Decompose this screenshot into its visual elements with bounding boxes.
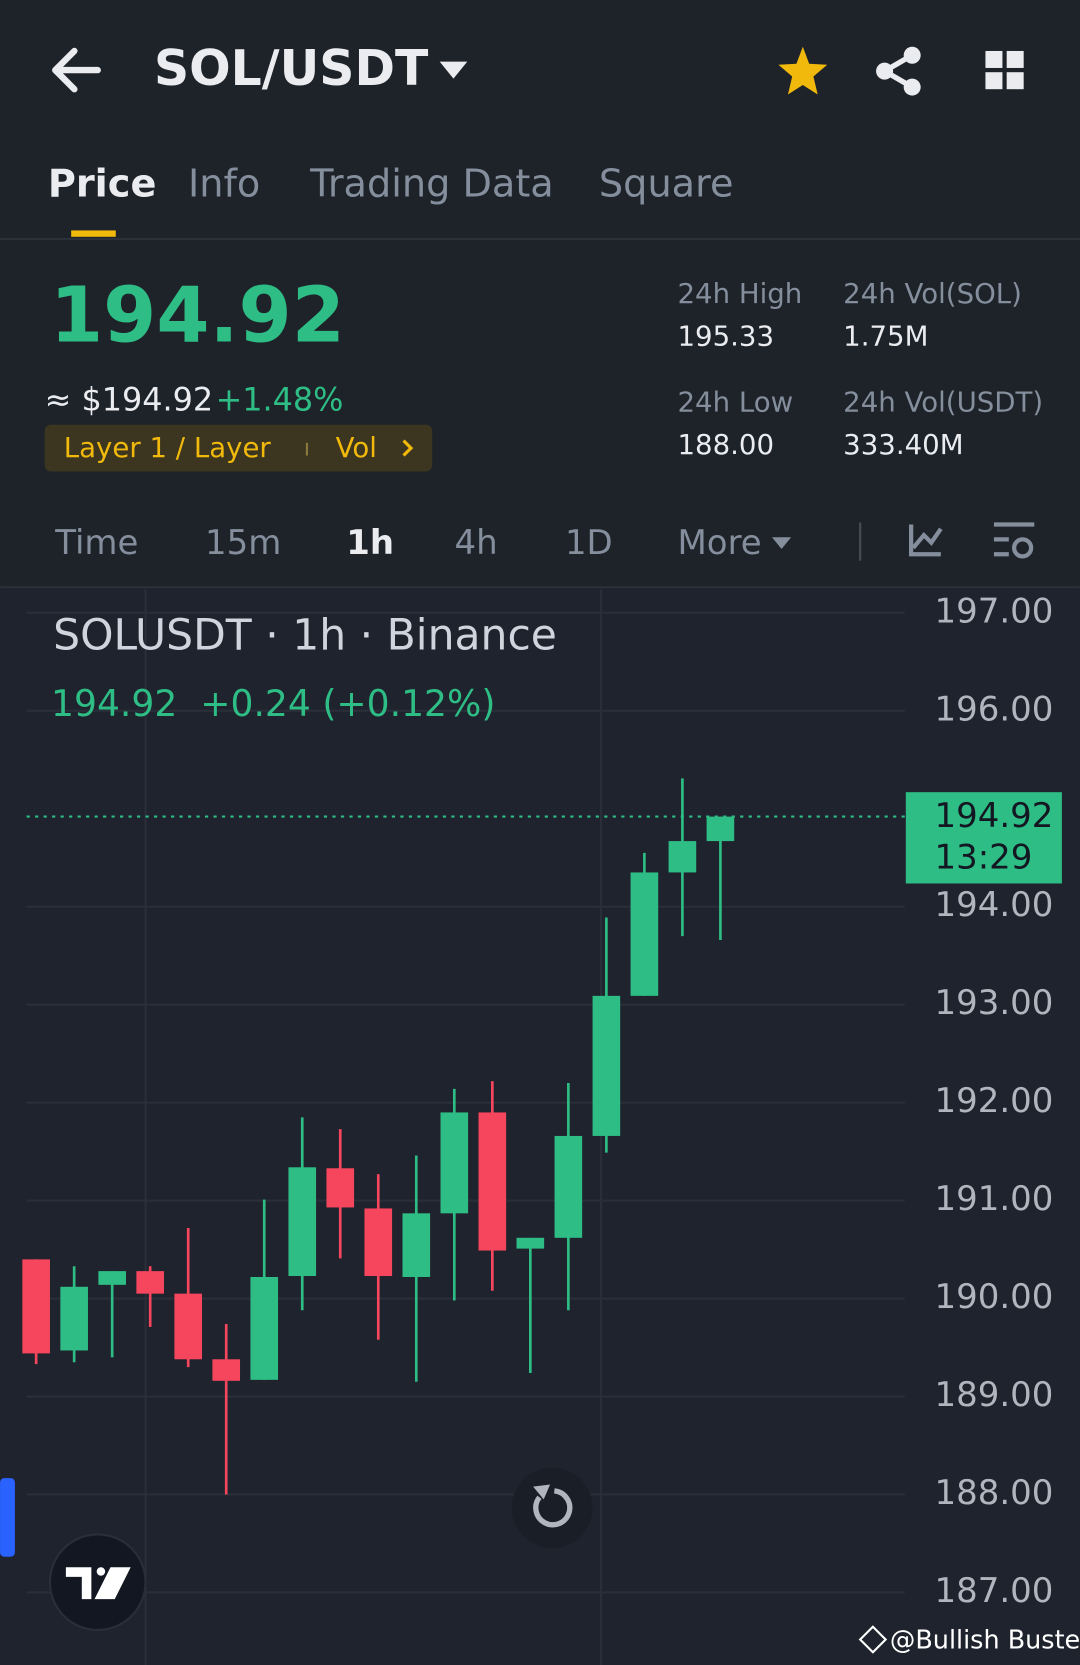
tag-arrow — [402, 439, 414, 457]
interval-tab[interactable]: More — [678, 523, 762, 563]
interval-tab[interactable]: 1h — [346, 523, 394, 563]
y-tick-label: 187.00 — [934, 1571, 1053, 1611]
watermark: @Bullish Buster — [890, 1626, 1080, 1656]
favorite-star[interactable] — [778, 46, 828, 95]
grid-menu[interactable] — [985, 50, 1024, 90]
y-tick-label: 188.00 — [934, 1473, 1053, 1513]
tradingview-logo[interactable] — [48, 1533, 147, 1632]
candle-body — [60, 1286, 88, 1351]
candle-body — [22, 1259, 50, 1354]
y-tick-label: 196.00 — [934, 689, 1053, 729]
indicator-icon[interactable] — [908, 524, 943, 557]
tab[interactable]: Info — [188, 162, 260, 206]
usd-price: ≈ $194.92 — [45, 380, 214, 418]
interval-tab[interactable]: 15m — [205, 523, 281, 563]
tag-box[interactable] — [44, 424, 433, 472]
back-button[interactable] — [52, 47, 101, 93]
candle-body — [98, 1271, 126, 1285]
stat-label: 24h Low — [678, 386, 794, 419]
pair-dropdown[interactable] — [439, 61, 468, 79]
chart-legend-subtitle: 194.92 +0.24 (+0.12%) — [51, 682, 495, 725]
tag-label[interactable]: Vol — [336, 431, 377, 464]
tab[interactable]: Price — [48, 162, 157, 206]
candle-body — [440, 1112, 469, 1214]
tab[interactable]: Trading Data — [309, 162, 554, 206]
candle-body — [478, 1112, 507, 1251]
interval-tab[interactable]: 4h — [455, 523, 498, 563]
last-price-box — [905, 792, 1062, 884]
pair-title[interactable]: SOL/USDT — [154, 40, 429, 97]
reset-button[interactable] — [511, 1467, 593, 1549]
last-price-label: 194.92 — [934, 796, 1053, 836]
share-button[interactable] — [876, 46, 921, 96]
tab-indicator — [71, 230, 116, 237]
y-tick-label: 189.00 — [934, 1375, 1053, 1415]
candle-body — [326, 1168, 355, 1208]
candle-body — [402, 1213, 431, 1277]
y-tick-label: 197.00 — [934, 591, 1053, 631]
stat-label: 24h Vol(SOL) — [843, 277, 1022, 310]
last-time-label: 13:29 — [934, 838, 1032, 878]
interval-tab[interactable]: Time — [54, 523, 138, 563]
interval-tab[interactable]: 1D — [565, 523, 613, 563]
y-tick-label: 192.00 — [934, 1081, 1053, 1121]
stat-value: 1.75M — [843, 320, 928, 353]
candle-body — [516, 1237, 545, 1249]
price-change: +1.48% — [216, 380, 344, 418]
last-price: 194.92 — [50, 272, 345, 361]
settings-icon[interactable] — [993, 522, 1035, 559]
chart-legend-title: SOLUSDT · 1h · Binance — [53, 612, 557, 661]
candle-body — [364, 1208, 393, 1277]
y-tick-label: 194.00 — [934, 885, 1053, 925]
candle-body — [630, 872, 659, 996]
candle-body — [212, 1359, 241, 1381]
candle-body — [288, 1167, 317, 1277]
stat-value: 195.33 — [678, 320, 775, 353]
y-tick-label: 190.00 — [934, 1277, 1053, 1317]
candle-body — [174, 1293, 203, 1360]
watermark-icon — [858, 1625, 888, 1654]
stat-label: 24h High — [678, 277, 803, 310]
tag-label[interactable]: Layer 1 / Layer — [64, 431, 272, 464]
candle-body — [592, 995, 621, 1136]
stat-label: 24h Vol(USDT) — [843, 386, 1043, 419]
candle-body — [706, 816, 735, 842]
side-handle[interactable] — [0, 1478, 15, 1557]
y-tick-label: 191.00 — [934, 1179, 1053, 1219]
stat-value: 333.40M — [843, 428, 963, 461]
more-dropdown[interactable] — [772, 537, 792, 549]
y-tick-label: 193.00 — [934, 983, 1053, 1023]
candle-body — [554, 1135, 583, 1238]
tab[interactable]: Square — [599, 162, 734, 206]
candle-body — [250, 1276, 279, 1380]
candle-body — [136, 1271, 164, 1294]
stat-value: 188.00 — [678, 428, 775, 461]
candle-body — [668, 841, 697, 873]
